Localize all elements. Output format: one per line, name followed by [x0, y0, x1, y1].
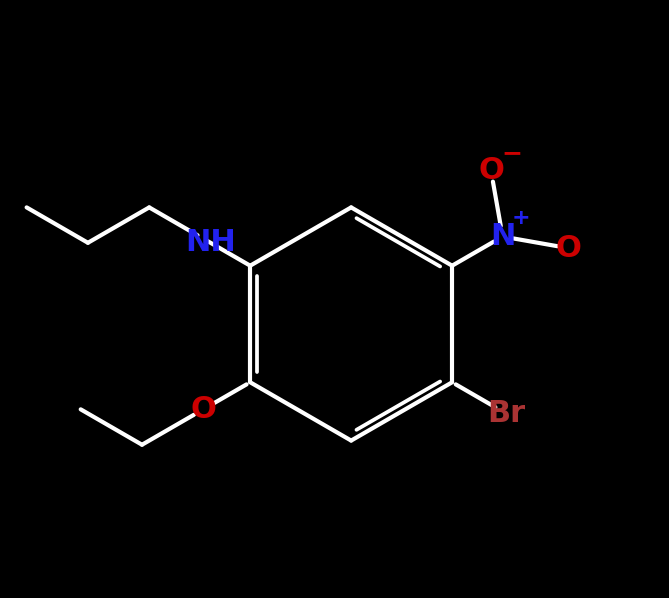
Text: NH: NH [185, 228, 236, 257]
Text: Br: Br [487, 399, 525, 428]
Text: O: O [555, 234, 581, 263]
Text: +: + [512, 208, 531, 228]
Text: O: O [478, 157, 504, 185]
Text: N: N [490, 222, 515, 251]
Text: −: − [501, 141, 522, 164]
Text: O: O [191, 395, 216, 424]
